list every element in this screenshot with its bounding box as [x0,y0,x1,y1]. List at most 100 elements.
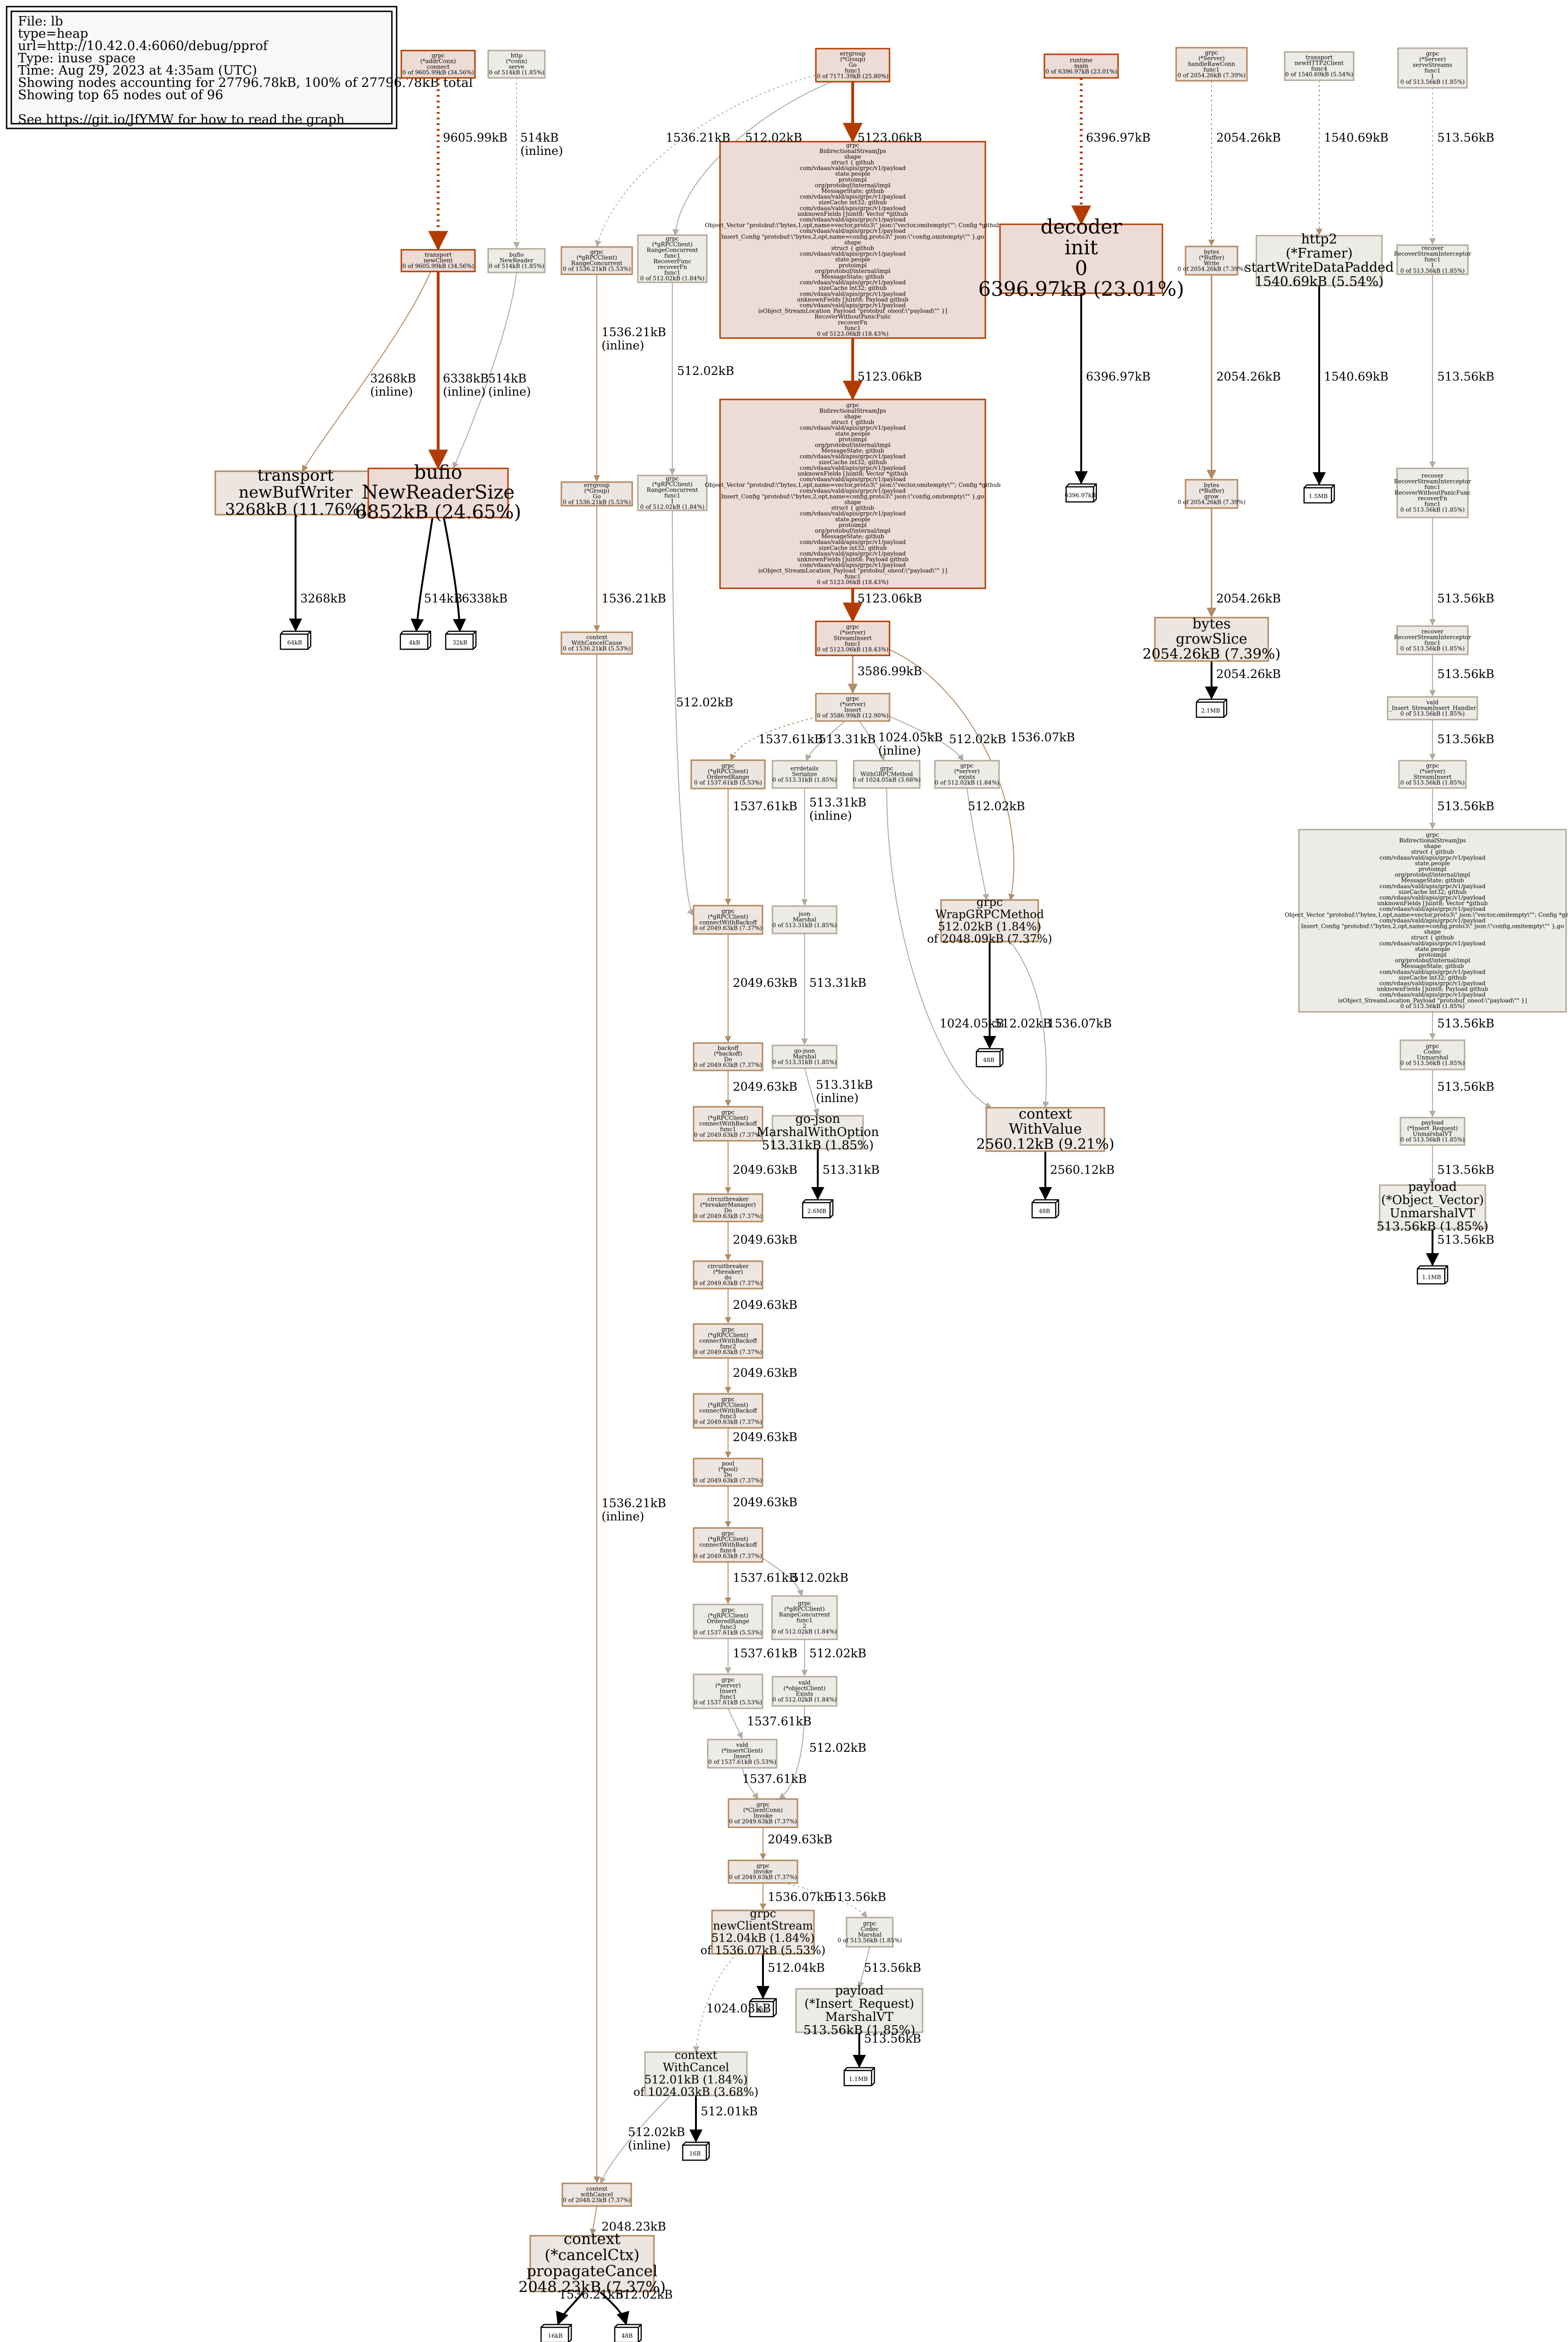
graph-node[interactable]: recoverRecoverStreamInterceptorfunc1Reco… [1394,467,1471,518]
call-edge[interactable] [410,517,433,632]
call-edge[interactable] [728,1708,743,1740]
call-edge[interactable] [886,788,992,1109]
call-edge[interactable] [1010,941,1049,1109]
call-edge[interactable] [693,1953,737,2053]
graph-node[interactable]: pool(*pool)Do0 of 2049.63kB (7.37%) [693,1458,763,1487]
call-edge[interactable] [452,272,517,469]
allocation-size-box[interactable]: 1.5MB [1303,484,1335,504]
call-edge[interactable] [857,1946,870,1989]
graph-node[interactable]: payload(*Object_Vector)UnmarshalVT513.56… [1377,1180,1489,1234]
allocation-size-box[interactable]: 16B [682,2141,710,2161]
graph-node[interactable]: errgroup(*Group)Go0 of 1536.21kB (5.53%) [560,481,633,507]
call-edge[interactable] [600,2095,671,2184]
call-edge[interactable] [556,2291,585,2325]
graph-node[interactable]: http2(*Framer)startWriteDataPadded1540.6… [1245,231,1394,289]
call-edge[interactable] [762,1558,804,1597]
allocation-size-box[interactable]: 2.1MB [1195,698,1228,718]
graph-node[interactable]: grpc(*gRPCClient)RangeConcurrentfunc120 … [771,1595,838,1640]
call-edge[interactable] [672,510,694,916]
allocation-size-box[interactable]: 48B [975,1048,1004,1068]
graph-node[interactable]: grpc(*gRPCClient)RangeConcurrentfunc1Rec… [637,234,708,283]
allocation-size-box[interactable]: 64kB [280,630,312,650]
graph-node[interactable]: backoff(*backoff)Do0 of 2049.63kB (7.37%… [693,1042,763,1071]
call-edge[interactable] [778,1706,805,1799]
call-edge[interactable] [966,788,989,901]
call-edge[interactable] [443,517,466,632]
graph-node[interactable]: grpc(*gRPCClient)connectWithBackofffunc4… [693,1527,763,1563]
call-edge[interactable] [859,721,886,762]
allocation-size-box[interactable]: 1.1MB [843,2067,875,2087]
graph-node[interactable]: grpc(*gRPCClient)connectWithBackofffunc3… [693,1393,763,1429]
allocation-size-box[interactable]: 48B [614,2324,642,2342]
allocation-size-box[interactable]: 4kB [399,630,432,650]
allocation-size-box[interactable]: 48B [1031,1199,1059,1219]
graph-node[interactable]: grpc(*gRPCClient)connectWithBackofffunc2… [693,1323,763,1359]
allocation-size-box[interactable]: 48B [749,1998,777,2018]
graph-node[interactable]: grpc(*gRPCClient)connectWithBackofffunc1… [693,1106,763,1142]
graph-node[interactable]: circuitbreaker(*breakerManager)Do0 of 20… [693,1193,763,1222]
call-edge[interactable] [590,2206,597,2236]
call-edge[interactable] [805,721,846,762]
allocation-size-box[interactable]: 6396.97kB [1065,483,1097,503]
call-edge[interactable] [883,713,964,762]
call-edge[interactable] [889,649,1015,901]
call-edge[interactable] [595,75,815,247]
call-edge[interactable] [302,271,431,472]
call-edge[interactable] [783,1883,867,1918]
graph-node[interactable]: payload(*Insert_Request)MarshalVT513.56k… [795,1984,924,2037]
graph-node[interactable]: grpc(*gRPCClient)RangeConcurrentfunc110 … [637,475,708,511]
call-edge[interactable] [599,2291,629,2325]
allocation-size-box[interactable]: 32kB [445,630,477,650]
allocation-size-box[interactable]: 1.1MB [1416,1265,1449,1285]
allocation-size-box[interactable]: 16kB [540,2324,572,2342]
graph-node[interactable]: context(*cancelCtx)propagateCancel2048.2… [518,2230,666,2296]
allocation-size-box[interactable]: 2.6MB [802,1199,834,1219]
call-edge[interactable] [804,1068,820,1116]
graph-node[interactable]: circuitbreaker(*breaker)do0 of 2049.63kB… [693,1260,763,1290]
call-edge[interactable] [730,715,822,761]
call-edge[interactable] [742,1767,759,1800]
